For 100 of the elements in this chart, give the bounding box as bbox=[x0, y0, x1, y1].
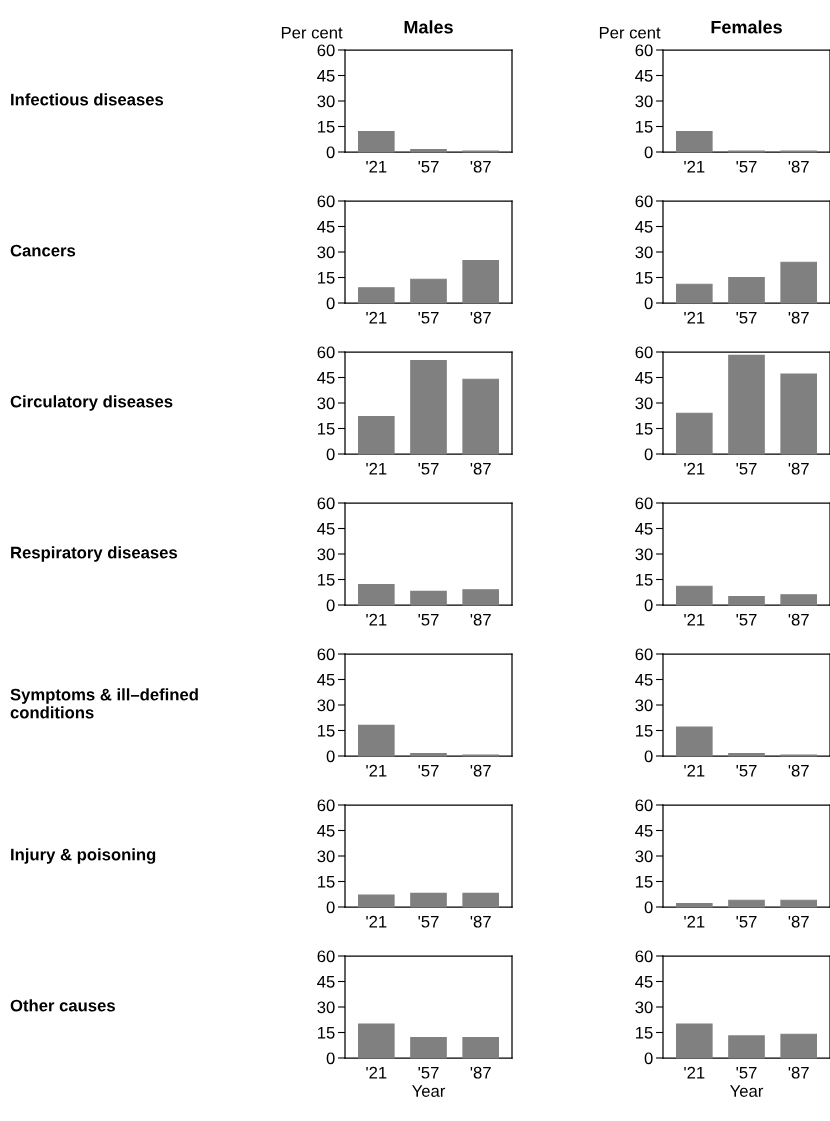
x-tick-label: '57 bbox=[418, 1066, 439, 1079]
x-tick-label: '21 bbox=[366, 1066, 387, 1079]
bar bbox=[410, 278, 447, 304]
y-tick-label: 0 bbox=[326, 146, 335, 159]
y-tick-label: 30 bbox=[635, 397, 653, 410]
y-tick-label: 60 bbox=[635, 497, 653, 510]
y-tick-label: 60 bbox=[317, 497, 335, 510]
y-tick-label: 15 bbox=[318, 423, 335, 435]
x-tick-label: '21 bbox=[684, 311, 705, 324]
y-tick-label: 0 bbox=[644, 599, 653, 612]
y-tick-label: 60 bbox=[317, 950, 335, 963]
x-tick-label: '57 bbox=[418, 613, 439, 626]
bar bbox=[676, 283, 713, 304]
y-tick-label: 30 bbox=[317, 95, 335, 108]
x-tick-label: '21 bbox=[366, 613, 387, 626]
y-axis-title: Per cent bbox=[599, 26, 661, 39]
y-tick-label: 0 bbox=[326, 448, 335, 461]
bar bbox=[358, 416, 395, 455]
y-tick-label: 0 bbox=[326, 297, 335, 310]
x-tick-label: '21 bbox=[366, 462, 387, 475]
y-tick-label: 45 bbox=[317, 221, 335, 233]
bar bbox=[728, 276, 765, 304]
y-tick-label: 30 bbox=[317, 699, 335, 712]
y-tick-label: 30 bbox=[635, 95, 653, 108]
y-tick-label: 45 bbox=[635, 825, 653, 837]
x-tick-label: '21 bbox=[684, 1066, 705, 1079]
text: Respiratory diseases bbox=[11, 546, 177, 562]
text: Infectious diseases bbox=[11, 93, 164, 106]
x-tick-label: '87 bbox=[470, 764, 491, 777]
y-tick-label: 60 bbox=[635, 950, 653, 963]
y-tick-label: 45 bbox=[635, 674, 653, 686]
x-tick-label: '87 bbox=[470, 915, 491, 928]
x-tick-label: '21 bbox=[684, 764, 705, 777]
y-tick-label: 0 bbox=[644, 901, 653, 914]
y-tick-label: 15 bbox=[318, 1027, 335, 1039]
bar bbox=[410, 752, 447, 757]
chart-title: Males bbox=[404, 20, 453, 34]
y-tick-label: 45 bbox=[635, 372, 653, 384]
y-tick-label: 45 bbox=[635, 221, 653, 233]
y-tick-label: 15 bbox=[318, 876, 335, 888]
bar bbox=[358, 287, 395, 304]
x-axis-title: Year bbox=[412, 1085, 446, 1097]
y-tick-label: 45 bbox=[317, 674, 335, 686]
x-tick-label: '87 bbox=[788, 462, 809, 475]
y-tick-label: 60 bbox=[635, 44, 653, 57]
y-tick-label: 0 bbox=[644, 297, 653, 310]
bar bbox=[676, 585, 713, 606]
y-tick-label: 0 bbox=[326, 1052, 335, 1065]
x-tick-label: '57 bbox=[736, 764, 757, 777]
y-tick-label: 30 bbox=[635, 699, 653, 712]
x-axis-title: Year bbox=[730, 1085, 764, 1097]
text: Cancers bbox=[10, 244, 76, 257]
y-tick-label: 45 bbox=[317, 976, 335, 988]
y-tick-label: 30 bbox=[317, 1001, 335, 1014]
y-tick-label: 15 bbox=[636, 574, 653, 586]
x-tick-label: '21 bbox=[366, 915, 387, 928]
bar bbox=[462, 378, 499, 455]
y-tick-label: 60 bbox=[317, 799, 335, 812]
y-tick-label: 15 bbox=[636, 423, 653, 435]
y-tick-label: 0 bbox=[326, 599, 335, 612]
bar bbox=[780, 1033, 817, 1059]
chart-title: Females bbox=[711, 20, 782, 34]
x-tick-label: '57 bbox=[736, 1066, 757, 1079]
y-tick-label: 60 bbox=[635, 799, 653, 812]
y-tick-label: 30 bbox=[317, 397, 335, 410]
y-tick-label: 45 bbox=[635, 976, 653, 988]
y-tick-label: 0 bbox=[326, 750, 335, 763]
y-tick-label: 0 bbox=[644, 146, 653, 159]
bar bbox=[780, 261, 817, 304]
bar bbox=[728, 752, 765, 757]
y-tick-label: 15 bbox=[636, 121, 653, 133]
y-tick-label: 60 bbox=[317, 346, 335, 359]
y-tick-label: 60 bbox=[317, 44, 335, 57]
y-tick-label: 60 bbox=[635, 346, 653, 359]
y-tick-label: 45 bbox=[317, 523, 335, 535]
y-tick-label: 30 bbox=[635, 548, 653, 561]
x-tick-label: '57 bbox=[736, 462, 757, 475]
y-tick-label: 0 bbox=[644, 1052, 653, 1065]
y-tick-label: 0 bbox=[326, 901, 335, 914]
y-tick-label: 60 bbox=[635, 195, 653, 208]
x-tick-label: '21 bbox=[366, 764, 387, 777]
bar bbox=[676, 412, 713, 455]
y-tick-label: 0 bbox=[644, 448, 653, 461]
x-tick-label: '21 bbox=[684, 613, 705, 626]
bar bbox=[358, 724, 395, 757]
x-tick-label: '87 bbox=[470, 613, 491, 626]
x-tick-label: '57 bbox=[418, 764, 439, 777]
x-tick-label: '87 bbox=[470, 1066, 491, 1079]
y-tick-label: 30 bbox=[635, 850, 653, 863]
text: Other causes bbox=[10, 999, 115, 1012]
y-tick-label: 45 bbox=[635, 70, 653, 82]
bar bbox=[728, 1035, 765, 1059]
y-tick-label: 30 bbox=[317, 548, 335, 561]
x-tick-label: '57 bbox=[736, 613, 757, 626]
bar bbox=[410, 148, 447, 153]
y-tick-label: 15 bbox=[318, 574, 335, 586]
y-tick-label: 60 bbox=[317, 195, 335, 208]
bar bbox=[410, 359, 447, 455]
x-tick-label: '21 bbox=[684, 915, 705, 928]
x-tick-label: '87 bbox=[788, 160, 809, 173]
